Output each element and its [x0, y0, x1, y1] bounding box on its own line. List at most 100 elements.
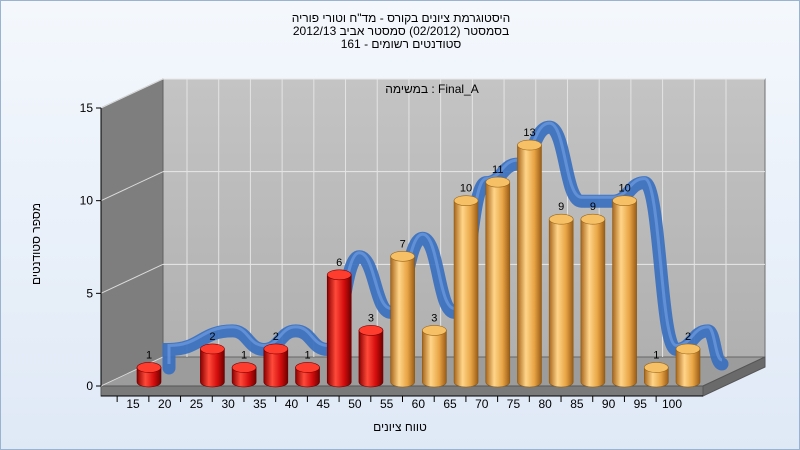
bar-35: 2	[263, 331, 289, 388]
y-tick-label: 5	[86, 286, 93, 300]
x-tick-label: 50	[348, 397, 362, 411]
bar-body	[548, 218, 574, 388]
bar-40: 1	[295, 349, 320, 388]
bar-body	[453, 200, 479, 388]
gridline-left-wall	[100, 263, 164, 294]
x-tick-label: 25	[190, 397, 204, 411]
bar-value-label: 3	[368, 312, 374, 324]
x-tick-label: 80	[538, 397, 552, 411]
bar-top	[295, 362, 320, 373]
bar-value-label: 1	[241, 349, 247, 361]
bar-body	[358, 330, 384, 388]
bar-value-label: 10	[618, 183, 630, 195]
y-tick-label: 15	[80, 101, 94, 115]
bar-body	[136, 367, 162, 388]
bar-body	[517, 144, 542, 388]
chart-title-line-2: בסמסטר (02/2012) סמסטר אביב 2012/13	[292, 24, 510, 38]
bar-value-label: 1	[304, 349, 310, 361]
bar-90: 10	[612, 183, 637, 388]
floor-front	[100, 385, 704, 397]
bar-95: 1	[643, 349, 669, 388]
x-tick-label: 100	[662, 397, 682, 411]
bar-value-label: 9	[590, 201, 596, 213]
bar-value-label: 2	[209, 331, 215, 343]
bar-value-label: 1	[653, 349, 659, 361]
bar-top	[643, 362, 669, 373]
bar-value-label: 7	[400, 238, 406, 250]
x-tick-label: 70	[475, 397, 489, 411]
x-tick-label: 65	[443, 397, 457, 411]
bar-top	[263, 343, 289, 355]
bar-55: 7	[390, 238, 415, 388]
y-tick-label: 0	[86, 379, 93, 393]
bar-top	[453, 195, 479, 206]
bar-value-label: 1	[146, 349, 152, 361]
bar-body	[643, 367, 669, 388]
bar-body	[485, 181, 511, 388]
bar-body	[675, 348, 701, 388]
chart-annotation: במשימה : Final_A	[385, 82, 479, 96]
bar-body	[422, 330, 447, 388]
chart-title-line-1: היסטוגרמת ציונים בקורס - מד"ח וטורי פורי…	[291, 11, 511, 25]
bar-25: 2	[200, 331, 225, 388]
bar-body	[263, 348, 289, 388]
bar-top	[422, 325, 447, 336]
bar-value-label: 2	[685, 331, 691, 343]
x-tick-label: 30	[221, 397, 235, 411]
left-wall	[100, 78, 164, 387]
bar-15: 1	[136, 349, 162, 388]
bar-80: 9	[548, 201, 574, 388]
bar-body	[200, 348, 225, 388]
bar-value-label: 6	[336, 257, 342, 269]
bar-body	[390, 255, 415, 388]
x-tick-label: 90	[602, 397, 616, 411]
bar-body	[326, 274, 352, 388]
bar-top	[485, 176, 511, 188]
bar-top	[548, 213, 574, 225]
bar-50: 3	[358, 312, 384, 388]
bar-value-label: 13	[523, 127, 535, 139]
x-tick-label: 75	[507, 397, 521, 411]
bar-75: 13	[517, 127, 542, 388]
x-tick-label: 40	[285, 397, 299, 411]
x-tick-label: 85	[570, 397, 584, 411]
bar-top	[517, 139, 542, 151]
bar-top	[390, 250, 415, 262]
bar-body	[231, 367, 257, 388]
bar-30: 1	[231, 349, 257, 388]
gridline-left-wall	[100, 78, 164, 109]
x-tick-label: 15	[126, 397, 140, 411]
x-tick-label: 55	[380, 397, 394, 411]
bar-value-label: 11	[492, 164, 503, 176]
bar-top	[358, 325, 384, 336]
bar-value-label: 10	[460, 183, 472, 195]
bar-body	[295, 367, 320, 388]
bar-45: 6	[326, 257, 352, 388]
bar-value-label: 3	[431, 312, 437, 324]
floor-side	[702, 356, 766, 397]
bar-60: 3	[422, 312, 447, 388]
gridline-left-wall	[100, 171, 164, 202]
x-tick-label: 60	[412, 397, 426, 411]
x-tick-label: 95	[634, 397, 648, 411]
bar-70: 11	[485, 164, 511, 388]
bar-top	[326, 269, 352, 281]
bar-85: 9	[580, 201, 606, 388]
bar-top	[580, 213, 606, 225]
chart-title-line-3: סטודנטים רשומים - 161	[340, 37, 462, 51]
bar-top	[231, 362, 257, 373]
gridline-left-wall	[100, 356, 164, 387]
y-tick-label: 10	[80, 194, 94, 208]
x-axis-label: טווח ציונים	[373, 420, 427, 434]
x-tick-label: 35	[253, 397, 267, 411]
bar-value-label: 2	[273, 331, 279, 343]
x-tick-label: 20	[158, 397, 172, 411]
bar-65: 10	[453, 183, 479, 388]
bar-top	[200, 343, 225, 355]
bar-value-label: 9	[558, 201, 564, 213]
bar-top	[675, 343, 701, 355]
bar-top	[136, 362, 162, 373]
x-tick-label: 45	[317, 397, 331, 411]
bar-100: 2	[675, 331, 701, 388]
bar-body	[612, 200, 637, 388]
